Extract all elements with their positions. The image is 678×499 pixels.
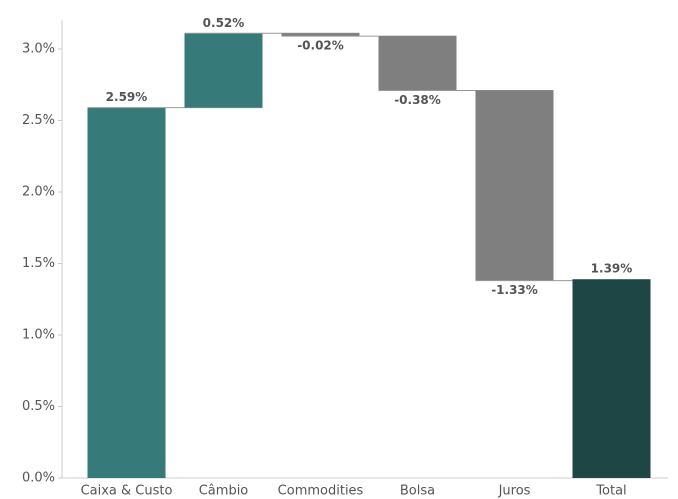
value-label: 2.59%: [106, 90, 148, 104]
value-label: -0.02%: [297, 39, 344, 53]
x-tick-label: Juros: [498, 484, 531, 499]
bar: [184, 33, 263, 108]
bar: [281, 33, 360, 37]
x-tick-label: Câmbio: [199, 484, 249, 499]
value-label: -1.33%: [491, 283, 538, 297]
x-tick-label: Commodities: [278, 484, 364, 499]
bar: [378, 36, 457, 91]
y-tick-label: 0.5%: [22, 399, 55, 414]
bar: [87, 107, 166, 478]
bar: [475, 90, 554, 281]
value-label: 1.39%: [591, 262, 633, 276]
x-tick-label: Bolsa: [400, 484, 435, 499]
x-tick-label: Caixa & Custo: [81, 484, 173, 499]
value-label: 0.52%: [203, 16, 245, 30]
y-tick-label: 1.5%: [22, 256, 55, 271]
y-tick-label: 2.0%: [22, 185, 55, 200]
value-label: -0.38%: [394, 93, 441, 107]
y-tick-label: 2.5%: [22, 113, 55, 128]
y-tick-label: 0.0%: [22, 471, 55, 486]
y-tick-label: 1.0%: [22, 328, 55, 343]
bar: [572, 279, 651, 478]
y-tick-label: 3.0%: [22, 42, 55, 57]
x-tick-label: Total: [595, 484, 626, 499]
